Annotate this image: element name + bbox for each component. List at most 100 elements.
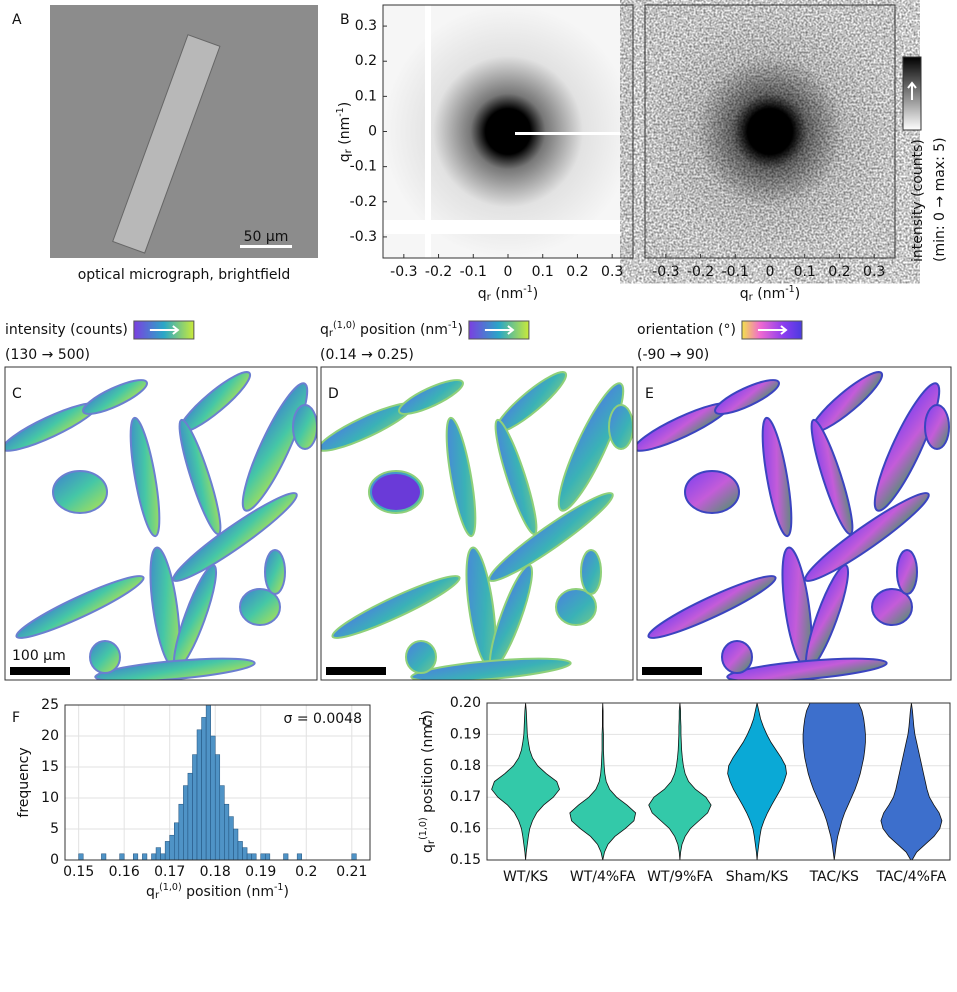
x-tick-label: -0.2	[425, 264, 452, 280]
bar	[233, 828, 239, 861]
bar	[160, 853, 166, 861]
y-tick-label: 0.3	[355, 18, 377, 34]
label-part: )	[533, 286, 538, 302]
map-frame	[636, 366, 952, 681]
y-tick-label: 0.19	[450, 726, 481, 742]
bar	[251, 853, 257, 861]
noise-texture	[645, 5, 895, 258]
label-part: -1	[448, 320, 458, 331]
y-tick-label: 5	[50, 821, 59, 837]
bar	[78, 853, 84, 861]
label-part: q	[740, 286, 749, 302]
x-tick-label: 0	[766, 264, 775, 280]
x-tick-label: 0.19	[245, 864, 276, 880]
colormap-arrow	[484, 325, 515, 335]
x-tick-label: 0.1	[794, 264, 816, 280]
label-part: (1,0)	[333, 320, 356, 331]
map-range: (130 → 500)	[5, 347, 90, 363]
violin	[802, 702, 866, 861]
x-tick-label: Sham/KS	[726, 869, 789, 885]
bar	[242, 847, 248, 861]
x-axis-label: qr (nm-1)	[478, 284, 538, 303]
label-part: r	[343, 148, 354, 153]
colorbar-arrow	[907, 81, 917, 100]
caption: optical micrograph, brightfield	[78, 267, 291, 283]
label-part: -1	[335, 107, 346, 117]
y-tick-label: 15	[41, 759, 59, 775]
label-part: r	[155, 890, 160, 901]
bar	[169, 834, 175, 861]
map-title: qr(1,0) position (nm-1)	[320, 320, 463, 339]
bar	[187, 772, 193, 861]
bar	[260, 853, 266, 861]
bar	[210, 735, 216, 861]
bar	[133, 853, 139, 861]
bar	[265, 853, 271, 861]
bar	[174, 822, 180, 861]
label-part: q	[320, 322, 329, 338]
bar	[246, 853, 252, 861]
label-part: position (nm	[182, 884, 274, 900]
x-tick-label: 0.3	[601, 264, 623, 280]
x-tick-label: -0.1	[722, 264, 749, 280]
axes-frame	[486, 702, 951, 861]
label-part: (nm	[491, 286, 523, 302]
label-part: orientation (°)	[637, 322, 736, 338]
label-part: (1,0)	[418, 817, 429, 840]
label-part: (nm	[337, 117, 353, 149]
bar	[296, 853, 302, 861]
map-frame	[4, 366, 318, 681]
map-d	[321, 367, 633, 680]
bar	[224, 803, 230, 861]
violin	[569, 702, 637, 861]
beamstop	[515, 132, 633, 135]
y-axis-label: qr (nm-1)	[335, 102, 354, 162]
label-part: r	[329, 328, 334, 339]
y-tick-label: 25	[41, 697, 59, 713]
scale-bar-label: 100 µm	[12, 648, 66, 664]
bar	[228, 816, 234, 861]
colorbar-label: intensity (counts)	[910, 139, 926, 262]
x-tick-label: 0.18	[200, 864, 231, 880]
scattering-image	[383, 5, 633, 258]
label-part: q	[478, 286, 487, 302]
map-title: orientation (°)	[637, 322, 736, 338]
label-part: )	[283, 884, 288, 900]
label-part: (nm	[753, 286, 785, 302]
panel-label: D	[328, 386, 339, 402]
scale-bar	[10, 667, 70, 675]
cell-image	[112, 34, 221, 254]
x-tick-label: 0.2	[566, 264, 588, 280]
x-tick-label: -0.1	[460, 264, 487, 280]
bar	[142, 853, 148, 861]
violin	[727, 702, 787, 861]
panel-label: F	[12, 710, 20, 726]
x-tick-label: 0.17	[154, 864, 185, 880]
bar	[164, 841, 170, 861]
bar	[183, 785, 189, 861]
x-tick-label: TAC/4%FA	[875, 869, 946, 885]
label-part: r	[749, 292, 754, 303]
y-tick-label: 0.2	[355, 53, 377, 69]
label-part: (1,0)	[159, 882, 182, 893]
y-tick-label: 0	[368, 124, 377, 140]
scale-bar	[326, 667, 386, 675]
axes-frame	[64, 704, 371, 861]
x-tick-label: 0	[504, 264, 513, 280]
x-tick-label: 0.16	[109, 864, 140, 880]
y-tick-label: -0.2	[350, 194, 377, 210]
bar	[155, 847, 161, 861]
bar	[214, 754, 221, 861]
map-range: (0.14 → 0.25)	[320, 347, 414, 363]
panel-label: G	[422, 714, 433, 730]
y-axis-label: frequency	[16, 747, 32, 817]
label-part: -1	[523, 284, 533, 295]
label-part: position (nm	[420, 725, 436, 817]
panel-label: B	[340, 12, 350, 28]
label-part: r	[426, 839, 437, 844]
y-tick-label: 0.18	[450, 758, 481, 774]
scale-bar-label: 50 µm	[244, 229, 289, 245]
label-part: )	[457, 322, 462, 338]
x-tick-label: -0.3	[652, 264, 679, 280]
